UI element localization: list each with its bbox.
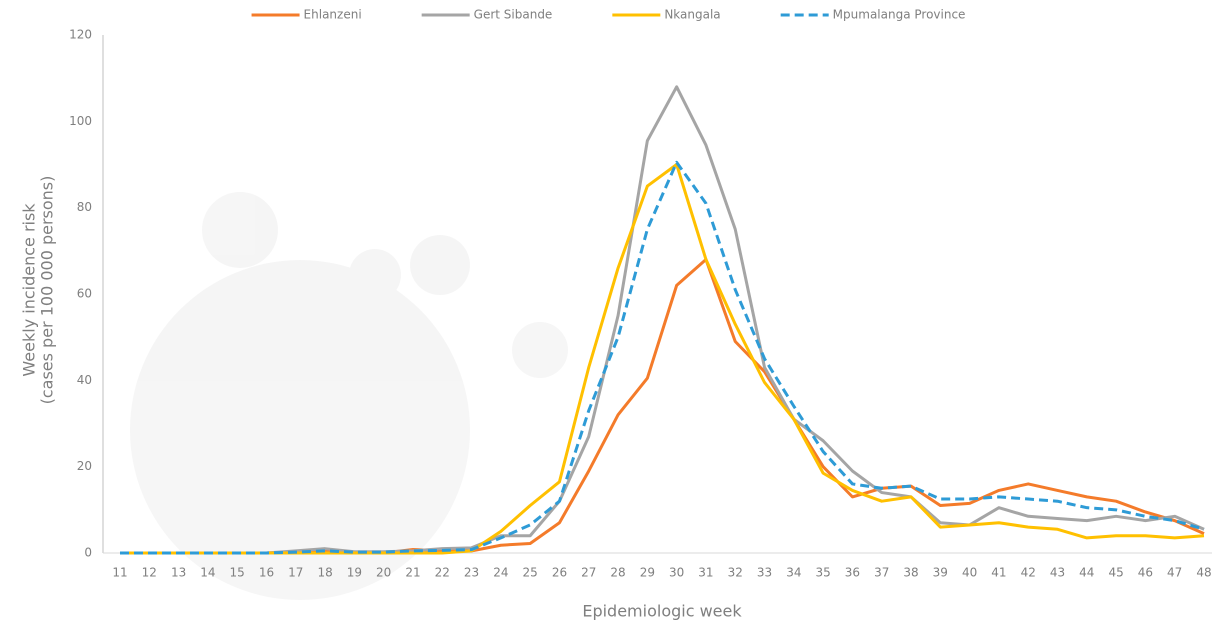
x-tick-label: 26 [552, 566, 567, 580]
y-axis-label: Weekly incidence risk [20, 203, 39, 377]
x-tick-label: 12 [142, 566, 157, 580]
x-tick-label: 27 [581, 566, 596, 580]
series-line [120, 160, 1205, 555]
x-tick-label: 41 [991, 566, 1006, 580]
y-tick-label: 20 [77, 459, 92, 473]
x-tick-label: 15 [230, 566, 245, 580]
x-tick-label: 17 [288, 566, 303, 580]
y-tick-label: 60 [77, 287, 92, 301]
x-tick-label: 40 [962, 566, 977, 580]
legend-label: Mpumalanga Province [833, 8, 966, 22]
x-tick-label: 39 [933, 566, 948, 580]
y-tick-label: 100 [69, 114, 92, 128]
legend-label: Gert Sibande [474, 8, 553, 22]
x-tick-label: 14 [200, 566, 215, 580]
y-tick-label: 0 [84, 546, 92, 560]
x-tick-label: 45 [1108, 566, 1123, 580]
x-tick-label: 24 [493, 566, 508, 580]
x-tick-label: 25 [523, 566, 538, 580]
x-tick-label: 18 [317, 566, 332, 580]
x-tick-label: 29 [640, 566, 655, 580]
x-tick-label: 23 [464, 566, 479, 580]
x-tick-label: 35 [815, 566, 830, 580]
background-decoration [130, 192, 568, 600]
legend-label: Nkangala [664, 8, 720, 22]
series-line [120, 163, 1205, 555]
x-tick-label: 11 [112, 566, 127, 580]
x-tick-label: 34 [786, 566, 801, 580]
legend-label: Ehlanzeni [304, 8, 362, 22]
y-tick-label: 40 [77, 373, 92, 387]
x-tick-label: 28 [610, 566, 625, 580]
x-tick-label: 47 [1167, 566, 1182, 580]
x-tick-label: 36 [845, 566, 860, 580]
x-tick-label: 30 [669, 566, 684, 580]
x-tick-label: 44 [1079, 566, 1094, 580]
x-tick-label: 33 [757, 566, 772, 580]
x-tick-label: 20 [376, 566, 391, 580]
y-axis-label: (cases per 100 000 persons) [38, 176, 57, 405]
x-tick-label: 32 [728, 566, 743, 580]
x-tick-label: 21 [405, 566, 420, 580]
x-tick-label: 48 [1196, 566, 1211, 580]
x-tick-label: 19 [347, 566, 362, 580]
x-axis-label: Epidemiologic week [582, 602, 742, 621]
x-tick-label: 31 [698, 566, 713, 580]
y-tick-label: 120 [69, 28, 92, 42]
x-tick-label: 16 [259, 566, 274, 580]
x-tick-label: 37 [874, 566, 889, 580]
x-tick-label: 22 [435, 566, 450, 580]
y-tick-label: 80 [77, 200, 92, 214]
x-tick-label: 38 [903, 566, 918, 580]
x-tick-label: 43 [1050, 566, 1065, 580]
x-tick-label: 46 [1138, 566, 1153, 580]
x-tick-label: 13 [171, 566, 186, 580]
series-line [120, 85, 1205, 555]
x-tick-label: 42 [1021, 566, 1036, 580]
